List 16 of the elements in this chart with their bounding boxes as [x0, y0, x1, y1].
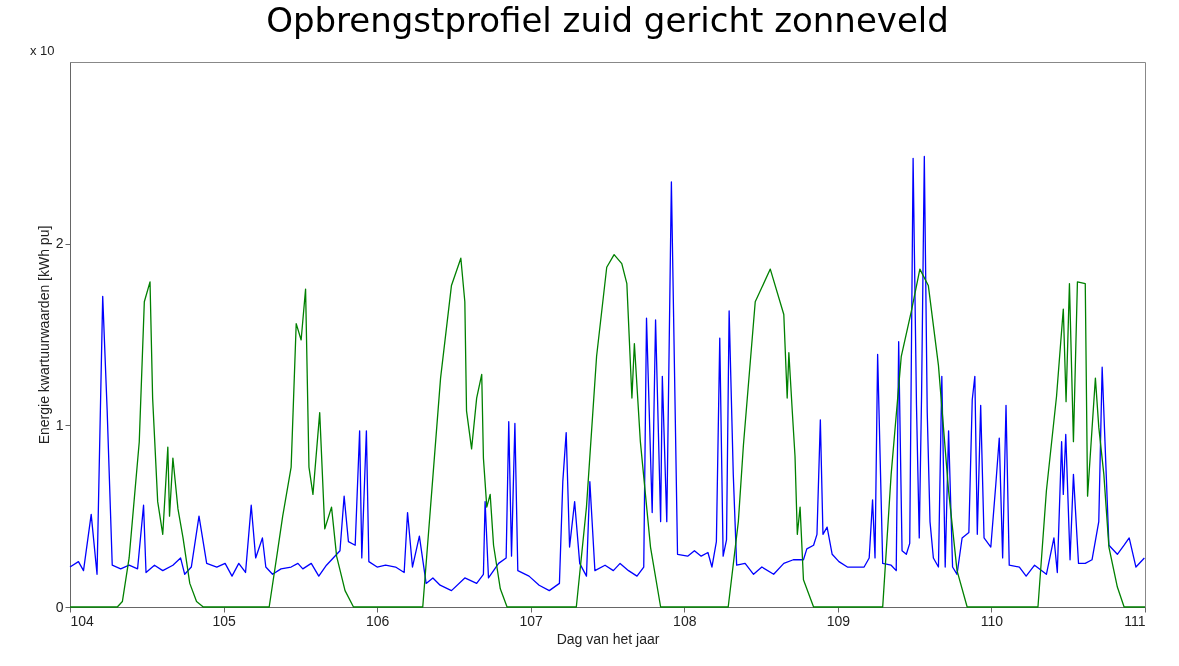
x-tick-label: 108	[673, 612, 697, 629]
y-tick-label: 1	[55, 416, 64, 433]
line-series	[69, 155, 1146, 592]
x-tick-label: 111	[1124, 612, 1146, 629]
x-tick-label: 107	[519, 612, 544, 629]
y-tick-label: 0	[55, 598, 64, 615]
x-axis-title: Dag van het jaar	[556, 630, 660, 647]
y-axis-title: Energie kwartuurwaarden [kWh pu]	[35, 225, 52, 445]
x-tick-label: 110	[980, 612, 1004, 629]
y-tick-label: 2	[55, 235, 64, 252]
text: x 10	[30, 43, 55, 58]
x-tick-label: 105	[212, 612, 236, 629]
x-tick-label: 109	[826, 612, 851, 629]
x-tick-label: 104	[70, 612, 95, 629]
chart-title: Opbrengstprofiel zuid gericht zonneveld	[266, 0, 949, 40]
x-tick-label: 106	[365, 612, 390, 629]
